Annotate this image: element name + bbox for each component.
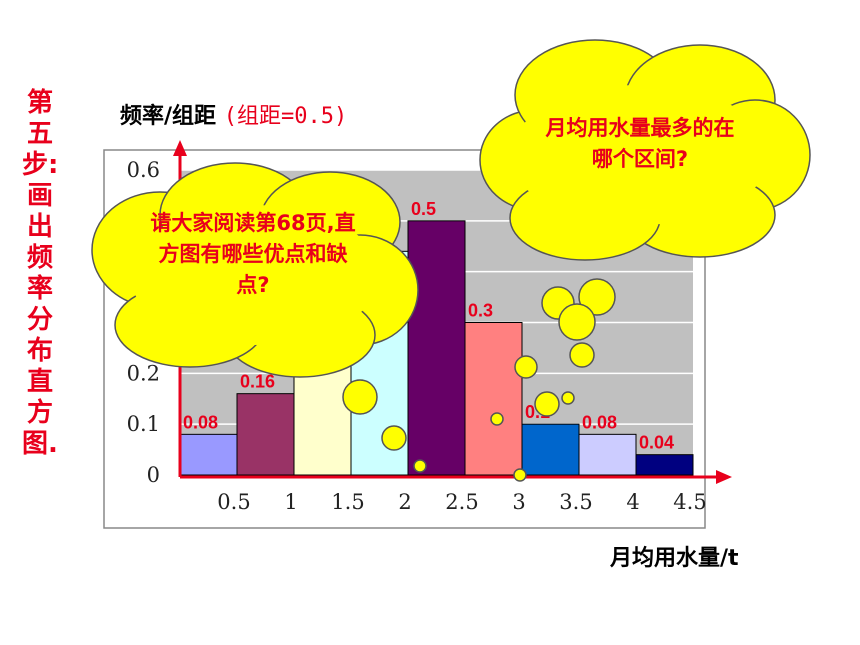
bar-value-label: 0.3 xyxy=(468,301,493,321)
histogram-bar xyxy=(407,220,466,476)
histogram-bar xyxy=(179,433,238,476)
x-tick-label: 2.5 xyxy=(445,490,478,514)
bar-value-label: 0.04 xyxy=(639,433,674,453)
y-tick-label: 0 xyxy=(147,463,160,487)
bar-value-label: 0.08 xyxy=(183,412,218,432)
y-tick-label: 0.2 xyxy=(127,361,160,385)
histogram-bar xyxy=(578,433,637,476)
x-tick-label: 4.5 xyxy=(673,490,706,514)
x-axis-label: 月均用水量/t xyxy=(610,546,739,571)
thought-cloud-right xyxy=(479,39,811,482)
bin-width-note: (组距=0.5) xyxy=(223,104,348,129)
histogram-bar xyxy=(635,454,694,476)
histogram-bar xyxy=(236,393,295,476)
x-tick-label: 4 xyxy=(626,490,639,514)
y-axis-arrow xyxy=(173,140,187,156)
histogram-bar xyxy=(521,423,580,476)
x-tick-label: 2 xyxy=(398,490,411,514)
x-tick-label: 0.5 xyxy=(217,490,250,514)
x-tick-label: 3 xyxy=(512,490,525,514)
histogram-bar xyxy=(464,322,523,476)
x-axis-arrow xyxy=(716,470,732,484)
bar-value-label: 0.5 xyxy=(411,199,436,219)
y-tick-label: 0.1 xyxy=(127,412,160,436)
x-tick-label: 1.5 xyxy=(331,490,364,514)
step-label: 第五步:画出频率分布直方图. xyxy=(22,88,59,459)
thought-cloud-left xyxy=(91,162,427,473)
bar-value-label: 0.16 xyxy=(240,372,275,392)
y-axis-title: 频率/组距 xyxy=(120,104,217,129)
y-axis-label: 频率/组距 (组距=0.5) xyxy=(120,98,347,130)
cloud-left-text: 请大家阅读第68页,直方图有哪些优点和缺点? xyxy=(150,211,356,297)
x-tick-label: 3.5 xyxy=(559,490,592,514)
x-tick-label: 1 xyxy=(284,490,297,514)
bar-value-label: 0.08 xyxy=(582,412,617,432)
cloud-right-text: 月均用水量最多的在哪个区间? xyxy=(545,116,735,171)
y-tick-label: 0.6 xyxy=(127,158,160,182)
